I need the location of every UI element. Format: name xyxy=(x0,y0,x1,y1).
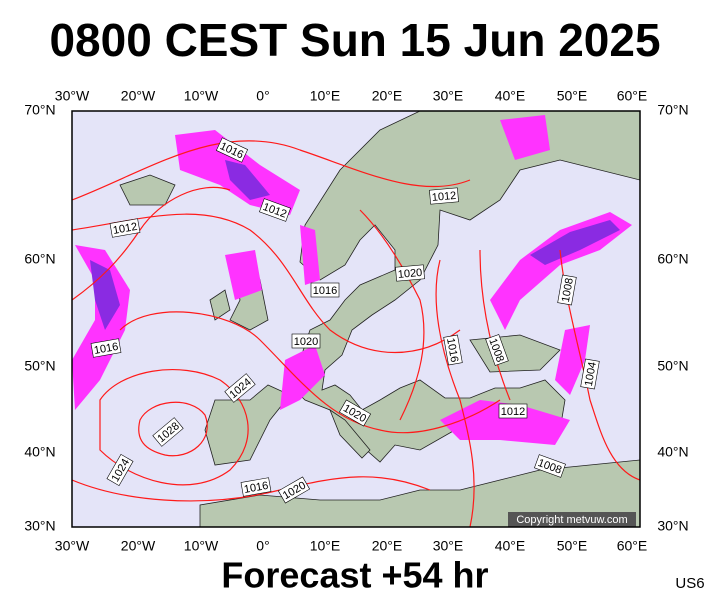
isobar-label: 1016 xyxy=(240,477,272,497)
latitude-label: 60°N xyxy=(657,251,688,267)
isobar-label-text: 1016 xyxy=(444,337,460,363)
longitude-label: 20°W xyxy=(121,538,156,554)
land xyxy=(209,289,231,321)
longitude-label: 50°E xyxy=(557,88,588,104)
isobar-label-box xyxy=(338,399,372,427)
longitude-label: 30°W xyxy=(55,538,90,554)
isobar-label: 1008 xyxy=(557,274,577,306)
copyright: Copyright metvuw.com xyxy=(516,514,627,526)
longitude-label: 30°W xyxy=(55,88,90,104)
isobar-label-box xyxy=(106,453,134,487)
longitude-label: 60°E xyxy=(617,538,648,554)
isobar-label-box xyxy=(277,476,311,504)
latitude-label: 40°N xyxy=(24,444,55,460)
forecast-label: Forecast +54 hr xyxy=(221,555,488,596)
isobar-label-text: 1008 xyxy=(560,277,576,303)
land xyxy=(119,174,176,206)
isobar-label: 1016 xyxy=(443,334,463,366)
latitude-label: 40°N xyxy=(657,444,688,460)
longitude-label: 10°E xyxy=(310,538,341,554)
isobar-label-text: 1004 xyxy=(583,361,599,387)
latitude-label: 50°N xyxy=(24,358,55,374)
isobar-label-text: 1020 xyxy=(294,336,318,348)
isobar-label: 1004 xyxy=(580,358,600,390)
isobar-label-box xyxy=(395,264,425,282)
map-frame xyxy=(71,110,641,528)
map: Copyright metvuw.com xyxy=(72,111,640,527)
isobar-label: 1020 xyxy=(291,333,321,349)
isobar-label-box xyxy=(109,218,141,238)
longitude-label: 30°E xyxy=(433,538,464,554)
isobar-label-text: 1012 xyxy=(112,221,138,237)
isobar-label-box xyxy=(310,282,340,298)
longitude-label: 10°W xyxy=(184,88,219,104)
isobar-label-box xyxy=(240,477,272,497)
model-code: US6 xyxy=(675,575,704,592)
precipitation xyxy=(72,115,632,445)
isobar-label-text: 1012 xyxy=(431,190,456,204)
latitude-label: 30°N xyxy=(657,518,688,534)
isobar-label: 1012 xyxy=(109,218,141,238)
latitude-label: 30°N xyxy=(24,518,55,534)
isobar-label-text: 1020 xyxy=(397,267,422,281)
isobar-label-box xyxy=(291,333,321,349)
latitude-label: 50°N xyxy=(657,358,688,374)
isobar-label-text: 1016 xyxy=(93,341,119,357)
longitude-label: 40°E xyxy=(495,88,526,104)
latitude-label: 70°N xyxy=(24,102,55,118)
isobar-label-box xyxy=(580,358,600,390)
land xyxy=(329,408,371,459)
isobar-label-box xyxy=(485,334,509,366)
isobar-label-box xyxy=(557,274,577,306)
isobar-label: 1016 xyxy=(310,282,340,298)
isobar-label-box xyxy=(443,334,463,366)
longitude-label: 10°W xyxy=(184,538,219,554)
longitude-label: 60°E xyxy=(617,88,648,104)
isobar-label-box xyxy=(259,198,291,222)
isobar-label-box xyxy=(90,338,122,358)
isobar-label-text: 1012 xyxy=(501,406,525,418)
isobar-label-box xyxy=(224,373,256,403)
longitude-label: 40°E xyxy=(495,538,526,554)
isobar-label-box xyxy=(152,417,184,447)
longitude-label: 0° xyxy=(256,538,269,554)
latitude-label: 60°N xyxy=(24,251,55,267)
latitude-label: 70°N xyxy=(657,102,688,118)
isobar-label: 1016 xyxy=(90,338,122,358)
longitude-label: 10°E xyxy=(310,88,341,104)
isobar-label: 1012 xyxy=(498,403,528,419)
copyright-box xyxy=(508,512,636,527)
isobar-label: 1012 xyxy=(429,187,459,205)
isobar-label-text: 1016 xyxy=(313,285,337,297)
longitude-label: 30°E xyxy=(433,88,464,104)
longitude-label: 20°W xyxy=(121,88,156,104)
longitude-label: 0° xyxy=(256,88,269,104)
isobar-label: 1020 xyxy=(395,264,425,282)
isobar-label-box xyxy=(534,454,566,478)
title: 0800 CEST Sun 15 Jun 2025 xyxy=(49,14,660,66)
isobar-label-box xyxy=(215,137,249,163)
longitude-label: 20°E xyxy=(372,88,403,104)
isobar-label-text: 1016 xyxy=(243,480,269,496)
longitude-label: 50°E xyxy=(557,538,588,554)
isobar-label-box xyxy=(498,403,528,419)
isobar-label-box xyxy=(429,187,459,205)
isobar-label: 1028 xyxy=(152,417,184,447)
longitude-label: 20°E xyxy=(372,538,403,554)
